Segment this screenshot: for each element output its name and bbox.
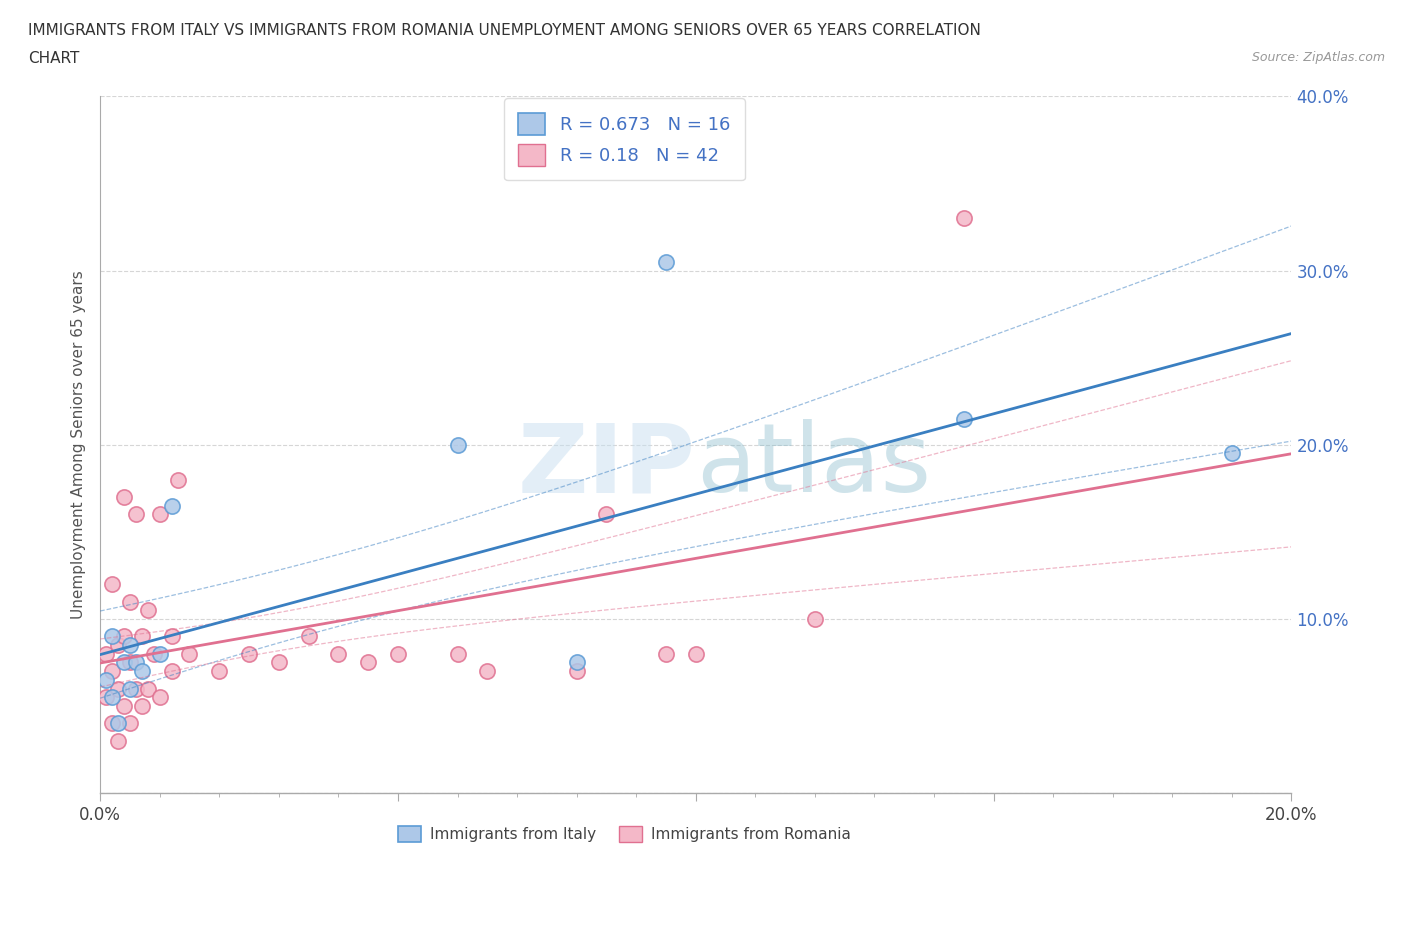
- Point: [297, 629, 319, 644]
- Point: [125, 507, 148, 522]
- Point: [131, 664, 153, 679]
- Point: [118, 716, 141, 731]
- Point: [166, 472, 188, 487]
- Point: [112, 629, 135, 644]
- Point: [101, 664, 124, 679]
- Text: ZIP: ZIP: [517, 419, 696, 512]
- Text: atlas: atlas: [696, 419, 931, 512]
- Point: [595, 507, 617, 522]
- Legend: Immigrants from Italy, Immigrants from Romania: Immigrants from Italy, Immigrants from R…: [392, 820, 858, 848]
- Point: [565, 664, 588, 679]
- Point: [112, 655, 135, 670]
- Point: [238, 646, 260, 661]
- Point: [208, 664, 231, 679]
- Point: [149, 646, 172, 661]
- Point: [160, 498, 183, 513]
- Point: [179, 646, 201, 661]
- Point: [125, 655, 148, 670]
- Point: [131, 698, 153, 713]
- Point: [149, 507, 172, 522]
- Point: [118, 638, 141, 653]
- Point: [118, 681, 141, 696]
- Point: [112, 489, 135, 504]
- Point: [953, 211, 976, 226]
- Point: [107, 638, 129, 653]
- Point: [136, 681, 159, 696]
- Point: [267, 655, 290, 670]
- Point: [112, 698, 135, 713]
- Point: [94, 672, 117, 687]
- Point: [1220, 446, 1243, 461]
- Point: [107, 681, 129, 696]
- Point: [101, 690, 124, 705]
- Point: [142, 646, 165, 661]
- Point: [125, 681, 148, 696]
- Point: [136, 603, 159, 618]
- Point: [565, 655, 588, 670]
- Point: [328, 646, 350, 661]
- Point: [655, 646, 678, 661]
- Text: CHART: CHART: [28, 51, 80, 66]
- Point: [107, 734, 129, 749]
- Point: [953, 411, 976, 426]
- Point: [101, 629, 124, 644]
- Point: [387, 646, 409, 661]
- Point: [149, 690, 172, 705]
- Point: [357, 655, 380, 670]
- Text: Source: ZipAtlas.com: Source: ZipAtlas.com: [1251, 51, 1385, 64]
- Point: [101, 716, 124, 731]
- Point: [118, 594, 141, 609]
- Point: [107, 716, 129, 731]
- Point: [655, 255, 678, 270]
- Point: [477, 664, 499, 679]
- Text: IMMIGRANTS FROM ITALY VS IMMIGRANTS FROM ROMANIA UNEMPLOYMENT AMONG SENIORS OVER: IMMIGRANTS FROM ITALY VS IMMIGRANTS FROM…: [28, 23, 981, 38]
- Point: [131, 629, 153, 644]
- Point: [804, 612, 827, 627]
- Point: [118, 655, 141, 670]
- Y-axis label: Unemployment Among Seniors over 65 years: Unemployment Among Seniors over 65 years: [72, 271, 86, 619]
- Point: [160, 629, 183, 644]
- Point: [94, 646, 117, 661]
- Point: [94, 690, 117, 705]
- Point: [101, 577, 124, 591]
- Point: [685, 646, 707, 661]
- Point: [446, 646, 468, 661]
- Point: [446, 437, 468, 452]
- Point: [160, 664, 183, 679]
